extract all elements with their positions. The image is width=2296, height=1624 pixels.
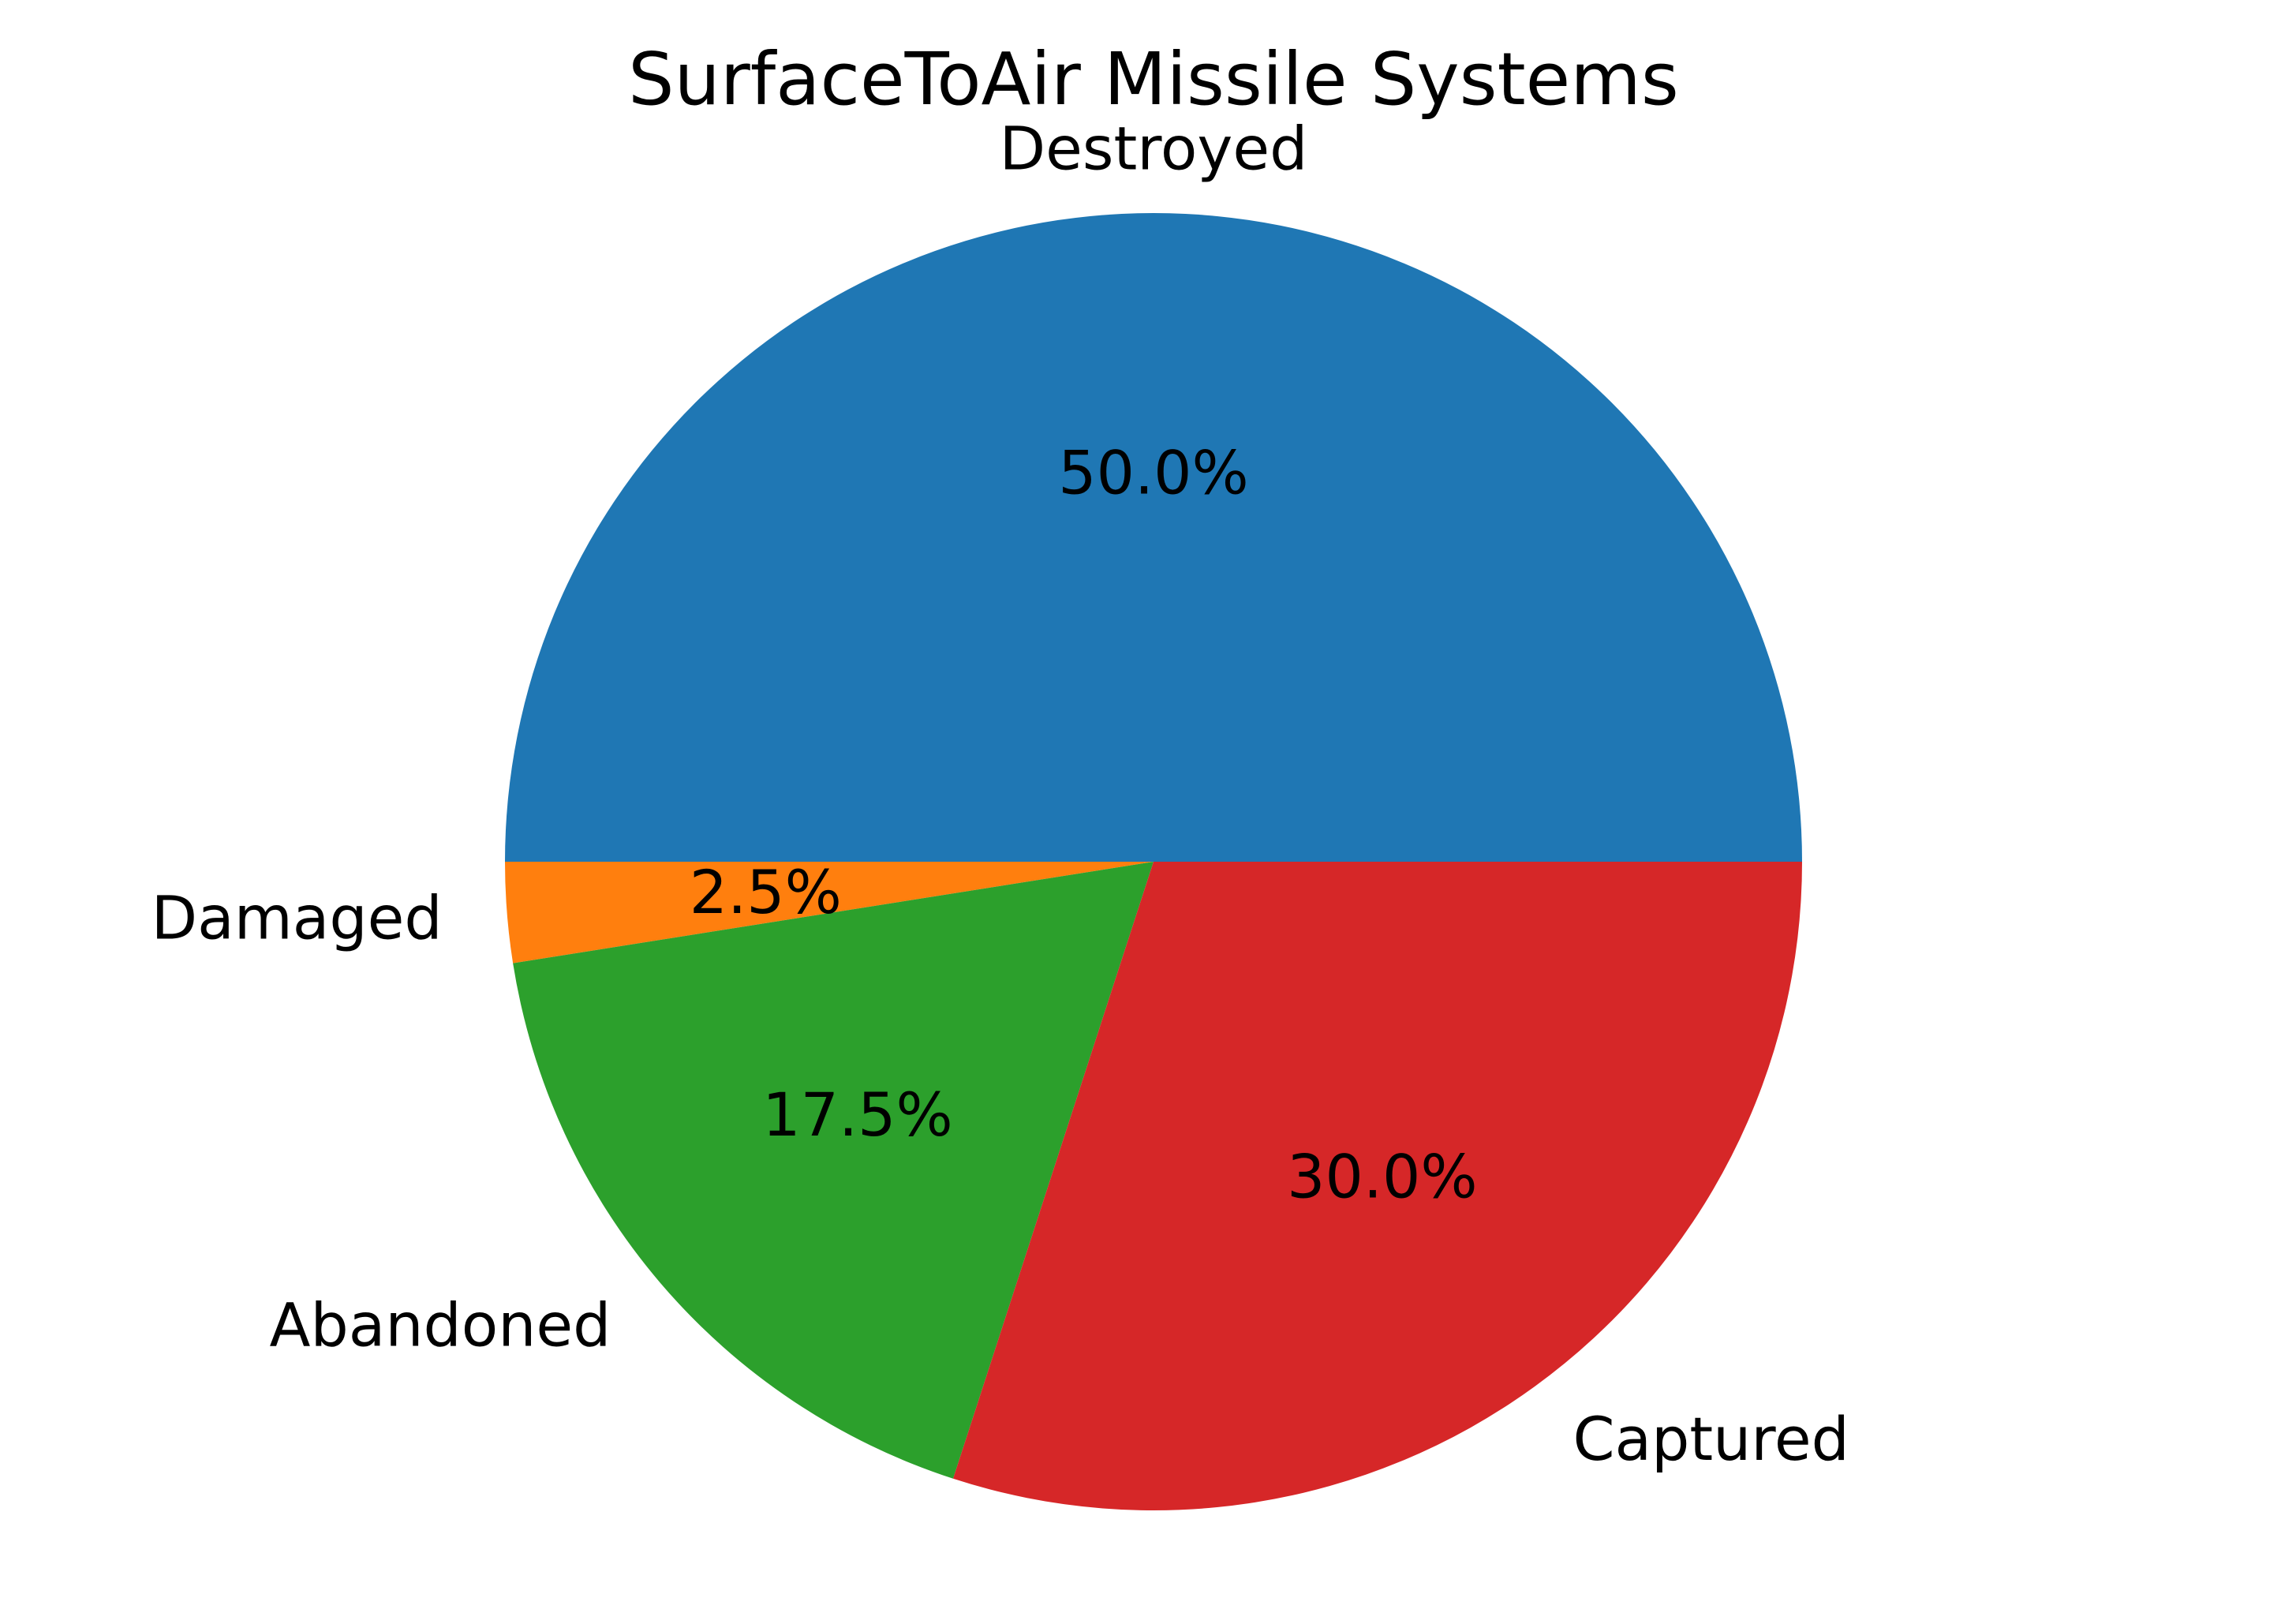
slice-label-destroyed: Destroyed	[1000, 113, 1308, 183]
chart-title: SurfaceToAir Missile Systems	[628, 37, 1679, 122]
pie-slices	[505, 213, 1802, 1510]
slice-label-captured: Captured	[1572, 1404, 1849, 1474]
slice-label-damaged: Damaged	[151, 882, 443, 952]
slice-percent-damaged: 2.5%	[690, 857, 842, 927]
pie-slice-abandoned	[513, 862, 1154, 1479]
pie-labels: Destroyed 50.0% Damaged 2.5% Abandoned 17.5% C…	[151, 113, 1849, 1474]
slice-percent-destroyed: 50.0%	[1058, 437, 1248, 507]
slice-percent-abandoned: 17.5%	[762, 1080, 952, 1150]
pie-slice-captured	[952, 862, 1802, 1510]
slice-label-abandoned: Abandoned	[270, 1290, 611, 1360]
slice-percent-captured: 30.0%	[1287, 1142, 1477, 1212]
pie-slice-damaged	[505, 862, 1154, 964]
pie-slice-destroyed	[505, 213, 1802, 862]
